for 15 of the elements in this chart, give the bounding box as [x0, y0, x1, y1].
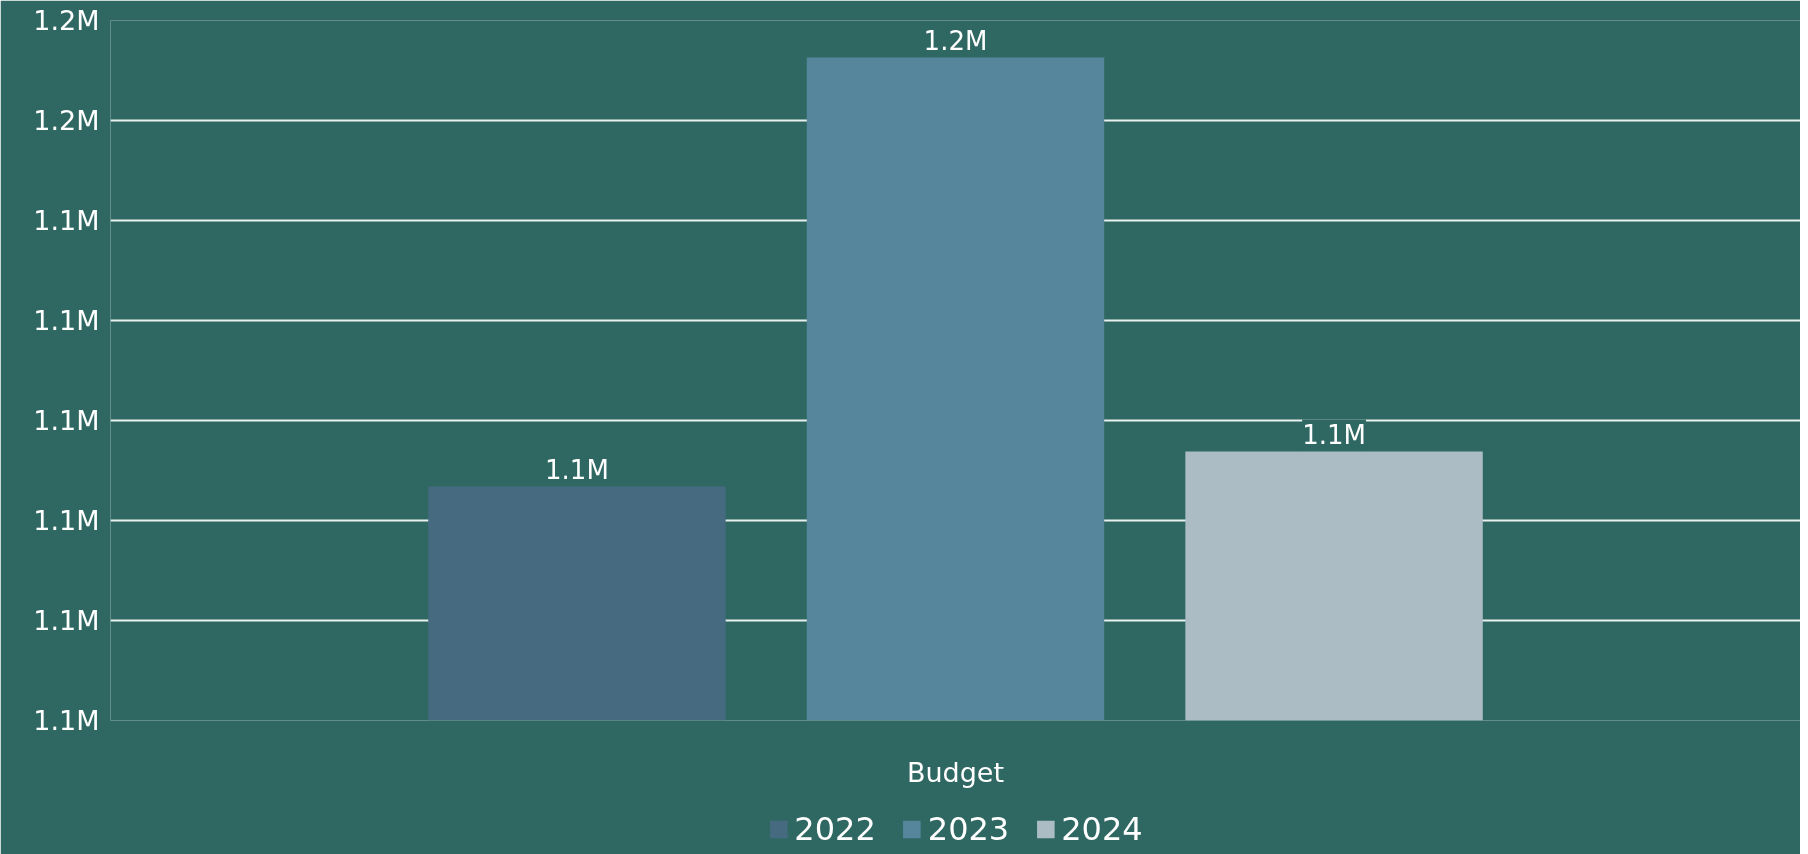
- y-tick-label: 1.1M: [33, 705, 100, 736]
- data-label: 1.1M: [545, 454, 609, 485]
- y-tick-label: 1.1M: [33, 505, 100, 536]
- y-tick-label: 1.1M: [33, 205, 100, 236]
- y-tick-label: 1.2M: [33, 5, 100, 36]
- legend-label: 2023: [927, 809, 1010, 848]
- x-tick-label: Budget: [906, 756, 1005, 788]
- legend-label: 2022: [794, 809, 876, 848]
- y-tick-label: 1.1M: [33, 405, 100, 436]
- y-tick-label: 1.2M: [33, 105, 100, 136]
- data-label: 1.2M: [923, 25, 988, 56]
- y-tick-label: 1.1M: [33, 605, 100, 636]
- data-label: 1.1M: [1302, 419, 1366, 450]
- legend-label: 2024: [1061, 809, 1143, 848]
- y-tick-label: 1.1M: [33, 305, 100, 336]
